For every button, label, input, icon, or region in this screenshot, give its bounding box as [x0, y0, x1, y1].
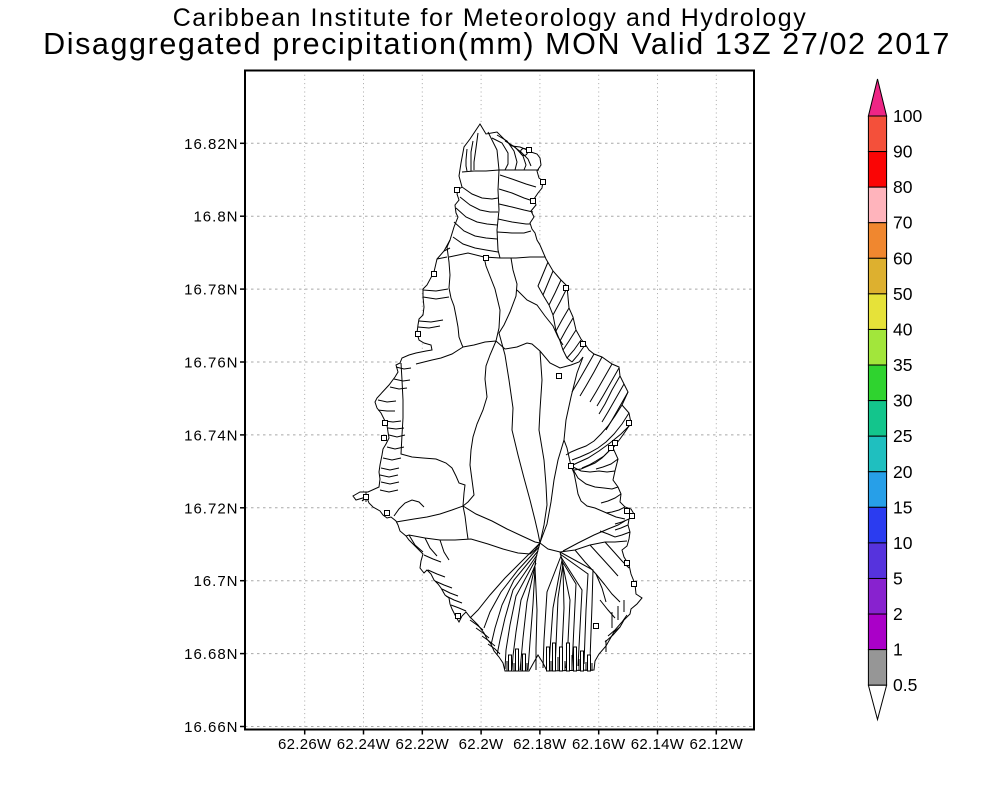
svg-text:30: 30 [893, 391, 913, 411]
svg-text:0.5: 0.5 [893, 675, 917, 695]
svg-text:60: 60 [893, 248, 913, 268]
svg-text:16.72N: 16.72N [184, 500, 238, 517]
svg-text:16.68N: 16.68N [184, 646, 238, 663]
svg-text:2: 2 [893, 604, 903, 624]
svg-text:20: 20 [893, 462, 913, 482]
svg-text:16.82N: 16.82N [184, 136, 238, 153]
svg-text:62.22W: 62.22W [396, 736, 450, 753]
svg-text:62.16W: 62.16W [572, 736, 626, 753]
svg-text:62.12W: 62.12W [690, 736, 744, 753]
svg-text:62.14W: 62.14W [631, 736, 685, 753]
svg-text:35: 35 [893, 355, 912, 375]
svg-text:62.2W: 62.2W [459, 736, 504, 753]
svg-text:100: 100 [893, 106, 922, 126]
svg-text:62.24W: 62.24W [337, 736, 391, 753]
svg-text:90: 90 [893, 142, 913, 162]
svg-text:16.78N: 16.78N [184, 282, 238, 299]
svg-text:5: 5 [893, 569, 903, 589]
svg-text:62.18W: 62.18W [513, 736, 567, 753]
svg-text:25: 25 [893, 426, 912, 446]
svg-text:62.26W: 62.26W [278, 736, 332, 753]
svg-text:16.76N: 16.76N [184, 355, 238, 372]
svg-text:16.74N: 16.74N [184, 427, 238, 444]
svg-text:50: 50 [893, 284, 913, 304]
svg-text:70: 70 [893, 213, 913, 233]
svg-text:1: 1 [893, 640, 903, 660]
svg-text:16.8N: 16.8N [193, 209, 238, 226]
svg-text:Caribbean Institute for Meteor: Caribbean Institute for Meteorology and … [173, 4, 808, 32]
svg-text:10: 10 [893, 533, 913, 553]
svg-text:16.66N: 16.66N [184, 719, 238, 736]
svg-text:80: 80 [893, 177, 913, 197]
svg-text:15: 15 [893, 497, 912, 517]
svg-text:16.7N: 16.7N [193, 573, 238, 590]
svg-text:40: 40 [893, 320, 913, 340]
svg-text:Disaggregated precipitation(mm: Disaggregated precipitation(mm) MON Vali… [43, 27, 951, 61]
